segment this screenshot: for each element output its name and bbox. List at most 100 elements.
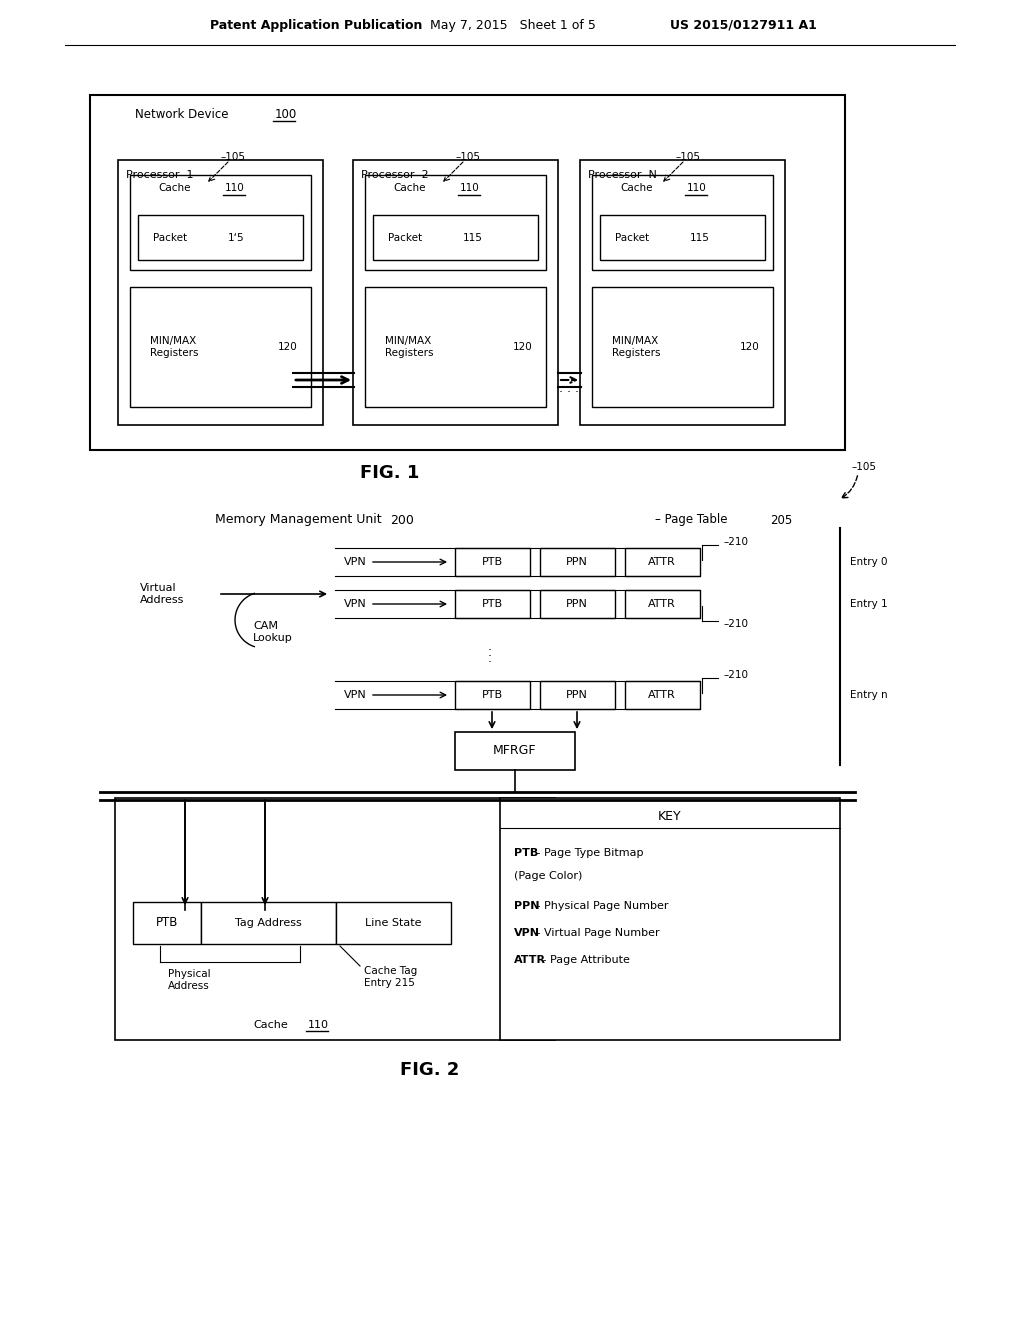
- Text: –105: –105: [221, 152, 246, 162]
- Text: PTB: PTB: [481, 599, 502, 609]
- Text: 120: 120: [278, 342, 298, 352]
- Bar: [599, 215, 764, 260]
- Bar: [591, 286, 772, 407]
- Text: Entry 1: Entry 1: [849, 599, 887, 609]
- Text: –210: –210: [723, 671, 748, 680]
- Text: VPN: VPN: [343, 690, 366, 700]
- Text: FIG. 2: FIG. 2: [399, 1061, 460, 1078]
- Text: 200: 200: [389, 513, 414, 527]
- Text: PTB: PTB: [514, 847, 538, 858]
- Text: MIN/MAX
Registers: MIN/MAX Registers: [150, 337, 199, 358]
- Text: PPN: PPN: [566, 599, 587, 609]
- Text: 100: 100: [275, 108, 297, 121]
- Bar: [365, 176, 545, 271]
- Text: .: .: [487, 652, 491, 664]
- Bar: [129, 176, 311, 271]
- Bar: [118, 160, 323, 425]
- Text: VPN: VPN: [343, 557, 366, 568]
- Text: ATTR: ATTR: [647, 557, 676, 568]
- Text: –105: –105: [455, 152, 481, 162]
- Text: 115: 115: [689, 234, 709, 243]
- Text: 115: 115: [463, 234, 482, 243]
- Text: ATTR: ATTR: [514, 954, 545, 965]
- Text: (Page Color): (Page Color): [514, 871, 582, 880]
- Text: May 7, 2015   Sheet 1 of 5: May 7, 2015 Sheet 1 of 5: [430, 18, 595, 32]
- Bar: [625, 681, 699, 709]
- Text: 110: 110: [687, 183, 706, 193]
- Text: Line State: Line State: [365, 917, 421, 928]
- Text: - Page Type Bitmap: - Page Type Bitmap: [532, 847, 642, 858]
- Text: Physical
Address: Physical Address: [168, 969, 210, 991]
- Text: Entry 0: Entry 0: [849, 557, 887, 568]
- Text: PTB: PTB: [481, 690, 502, 700]
- Text: –105: –105: [676, 152, 700, 162]
- Text: 1‘5: 1‘5: [228, 234, 245, 243]
- Text: - Page Attribute: - Page Attribute: [538, 954, 629, 965]
- Bar: [499, 799, 840, 1040]
- Text: 110: 110: [460, 183, 479, 193]
- Text: PPN: PPN: [514, 902, 539, 911]
- Bar: [580, 160, 785, 425]
- Text: –105: –105: [851, 462, 876, 473]
- Bar: [138, 215, 303, 260]
- Text: PTB: PTB: [481, 557, 502, 568]
- Text: CAM
Lookup: CAM Lookup: [253, 622, 292, 643]
- Text: 205: 205: [769, 513, 792, 527]
- Text: Network Device: Network Device: [135, 108, 228, 121]
- Text: Cache: Cache: [620, 183, 652, 193]
- Text: ATTR: ATTR: [647, 690, 676, 700]
- Text: Entry n: Entry n: [849, 690, 887, 700]
- Bar: [539, 681, 614, 709]
- Bar: [625, 590, 699, 618]
- Bar: [373, 215, 537, 260]
- Text: Processor  2: Processor 2: [361, 170, 428, 180]
- Text: . . .: . . .: [558, 381, 579, 395]
- Bar: [454, 548, 530, 576]
- Text: 120: 120: [513, 342, 532, 352]
- Bar: [591, 176, 772, 271]
- Text: Processor  1: Processor 1: [126, 170, 194, 180]
- Text: VPN: VPN: [343, 599, 366, 609]
- Text: US 2015/0127911 A1: US 2015/0127911 A1: [669, 18, 816, 32]
- Text: Packet: Packet: [614, 234, 648, 243]
- Text: PTB: PTB: [156, 916, 178, 929]
- Text: VPN: VPN: [514, 928, 539, 939]
- Bar: [132, 902, 201, 944]
- Text: Processor  N: Processor N: [587, 170, 656, 180]
- Text: –210: –210: [723, 537, 748, 546]
- Text: KEY: KEY: [657, 809, 681, 822]
- Text: – Page Table: – Page Table: [654, 513, 727, 527]
- Text: Tag Address: Tag Address: [234, 917, 301, 928]
- Bar: [454, 681, 530, 709]
- Text: Memory Management Unit: Memory Management Unit: [215, 513, 381, 527]
- Bar: [539, 548, 614, 576]
- Text: PPN: PPN: [566, 557, 587, 568]
- Text: - Virtual Page Number: - Virtual Page Number: [532, 928, 658, 939]
- Text: - Physical Page Number: - Physical Page Number: [532, 902, 667, 911]
- Text: 110: 110: [308, 1020, 329, 1030]
- Text: MFRGF: MFRGF: [493, 744, 536, 758]
- Text: MIN/MAX
Registers: MIN/MAX Registers: [611, 337, 660, 358]
- Text: MIN/MAX
Registers: MIN/MAX Registers: [384, 337, 433, 358]
- Text: Cache: Cache: [253, 1020, 287, 1030]
- Text: Cache: Cache: [392, 183, 425, 193]
- Text: Packet: Packet: [387, 234, 422, 243]
- Bar: [365, 286, 545, 407]
- Text: Virtual
Address: Virtual Address: [140, 583, 184, 605]
- Bar: [454, 733, 575, 770]
- Bar: [201, 902, 335, 944]
- Text: Cache Tag
Entry 215: Cache Tag Entry 215: [364, 966, 417, 987]
- Bar: [454, 590, 530, 618]
- Text: Packet: Packet: [153, 234, 186, 243]
- Bar: [90, 95, 844, 450]
- Text: Cache: Cache: [158, 183, 191, 193]
- Text: FIG. 1: FIG. 1: [360, 465, 419, 482]
- Text: PPN: PPN: [566, 690, 587, 700]
- Bar: [115, 799, 554, 1040]
- Text: –210: –210: [723, 619, 748, 630]
- Text: .: .: [487, 645, 491, 659]
- Bar: [625, 548, 699, 576]
- Bar: [129, 286, 311, 407]
- Bar: [335, 902, 450, 944]
- Bar: [353, 160, 557, 425]
